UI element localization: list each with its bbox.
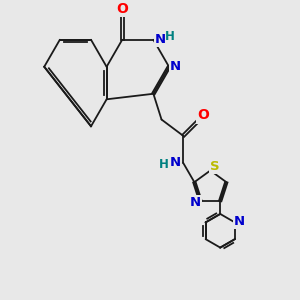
Text: O: O (116, 2, 128, 16)
Text: N: N (190, 196, 201, 209)
Text: N: N (154, 33, 166, 46)
Text: S: S (210, 160, 219, 173)
Text: O: O (197, 109, 209, 122)
Text: N: N (234, 214, 245, 227)
Text: H: H (159, 158, 169, 171)
Text: N: N (170, 60, 181, 73)
Text: H: H (165, 30, 175, 43)
Text: N: N (170, 156, 181, 170)
